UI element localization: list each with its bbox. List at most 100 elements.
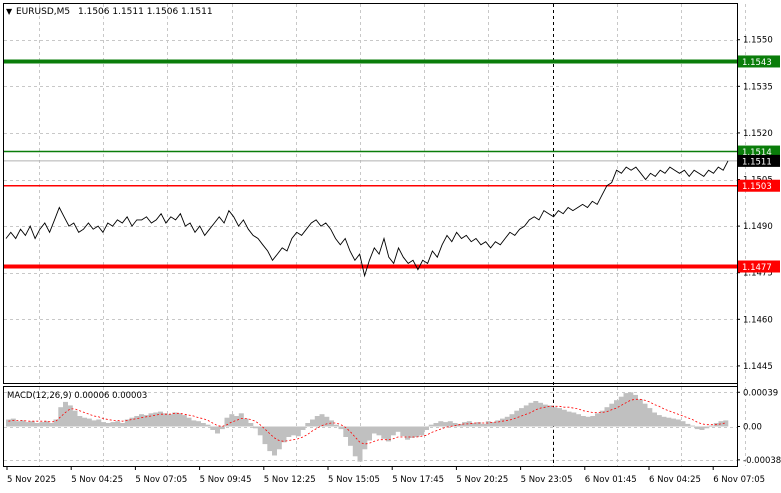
y-tick-label: 0.00039 [743,388,778,398]
macd-bar [34,423,40,427]
macd-bar [614,400,619,427]
symbol-label: EURUSD,M5 [16,7,70,17]
macd-bar [139,414,144,427]
macd-bar [367,426,372,441]
y-tick-label: 1.1460 [743,315,773,325]
macd-bar [6,419,11,427]
level-lines [4,4,737,466]
x-tick-label: 6 Nov 04:25 [649,475,701,485]
macd-bar [191,420,197,427]
macd-bar [215,426,220,434]
macd-bar [414,426,420,437]
macd-bar [153,412,159,427]
macd-bar [628,392,634,427]
level-badge [738,145,780,158]
y-tick-label: 1.1520 [743,129,773,139]
level-badge [738,179,780,192]
x-tick-label: 5 Nov 17:45 [392,475,444,485]
macd-bar [637,399,643,427]
x-tick-label: 5 Nov 04:25 [71,475,123,485]
macd-bar [381,426,387,439]
macd-bar [39,422,45,427]
macd-bar [181,415,187,427]
macd-bar [604,407,610,427]
macd-bar [77,416,83,427]
macd-bar [590,416,596,427]
macd-bar [561,409,567,427]
macd-bar [167,414,173,427]
macd-bar [666,417,672,427]
y-tick-label: -0.00038 [743,456,781,466]
macd-bar [699,426,705,430]
macd-bar [310,419,315,427]
macd-bar [96,419,102,427]
macd-bar [110,422,116,427]
macd-bar [210,426,216,430]
x-tick-label: 5 Nov 15:05 [328,475,380,485]
macd-bar [652,412,657,427]
macd-bar [509,414,515,427]
macd-bar [680,421,686,427]
macd-bar [357,426,363,462]
macd-bar [291,426,296,436]
macd-bar [281,426,287,443]
macd-bar [661,416,667,427]
macd-bar [305,423,311,427]
macd-bar [162,413,168,427]
macd-bar [44,421,49,427]
macd-bar [552,407,558,427]
macd-bar [324,416,330,427]
macd-bar [386,426,391,442]
macd-bar [219,426,225,430]
macd-bar [10,418,16,427]
macd-bar [295,426,301,437]
macd-bar [148,413,154,427]
macd-bar [447,421,453,427]
macd-bar [29,421,35,427]
macd-bar [319,414,325,427]
macd-bar [409,426,415,438]
macd-bar [205,424,211,427]
macd-bar [243,418,249,427]
macd-bar [338,426,344,430]
macd-bar [599,410,605,427]
macd-bar [25,422,30,427]
macd-bar [675,419,681,427]
macd-bar [101,422,106,427]
macd-bar [105,423,111,427]
macd-bar [476,422,482,427]
macd-bar [67,405,73,427]
macd-bar [471,423,477,427]
collapse-triangle-icon[interactable]: ▼ [6,7,13,16]
x-tick-label: 5 Nov 07:05 [135,475,187,485]
macd-y-axis: 0.00039 0.00 -0.00038 [737,388,781,466]
macd-bar [314,416,320,427]
x-tick-label: 5 Nov 2025 [7,475,56,485]
macd-bar [542,404,548,427]
macd-bar [571,412,577,427]
macd-bar [424,426,429,430]
macd-bar [694,426,700,430]
macd-bar [234,416,239,427]
x-tick-label: 5 Nov 09:45 [200,475,252,485]
price-line [5,160,729,278]
macd-bar [63,401,68,427]
macd-bar [428,424,434,427]
macd-bar [390,426,396,436]
macd-bar [485,421,491,427]
current-price-label: 1.1511 [742,157,772,167]
macd-bar [438,421,444,427]
x-tick-label: 5 Nov 23:05 [521,475,573,485]
macd-bar [623,393,629,427]
macd-bar [452,423,458,427]
macd-bar [143,415,149,427]
macd-bar [86,418,92,427]
macd-bar [300,426,306,430]
macd-bar [286,426,292,437]
macd-bar [405,426,410,440]
macd-bar [82,417,87,427]
macd-bar [656,415,662,427]
current-price-badge [738,154,780,167]
macd-bar [566,411,572,427]
